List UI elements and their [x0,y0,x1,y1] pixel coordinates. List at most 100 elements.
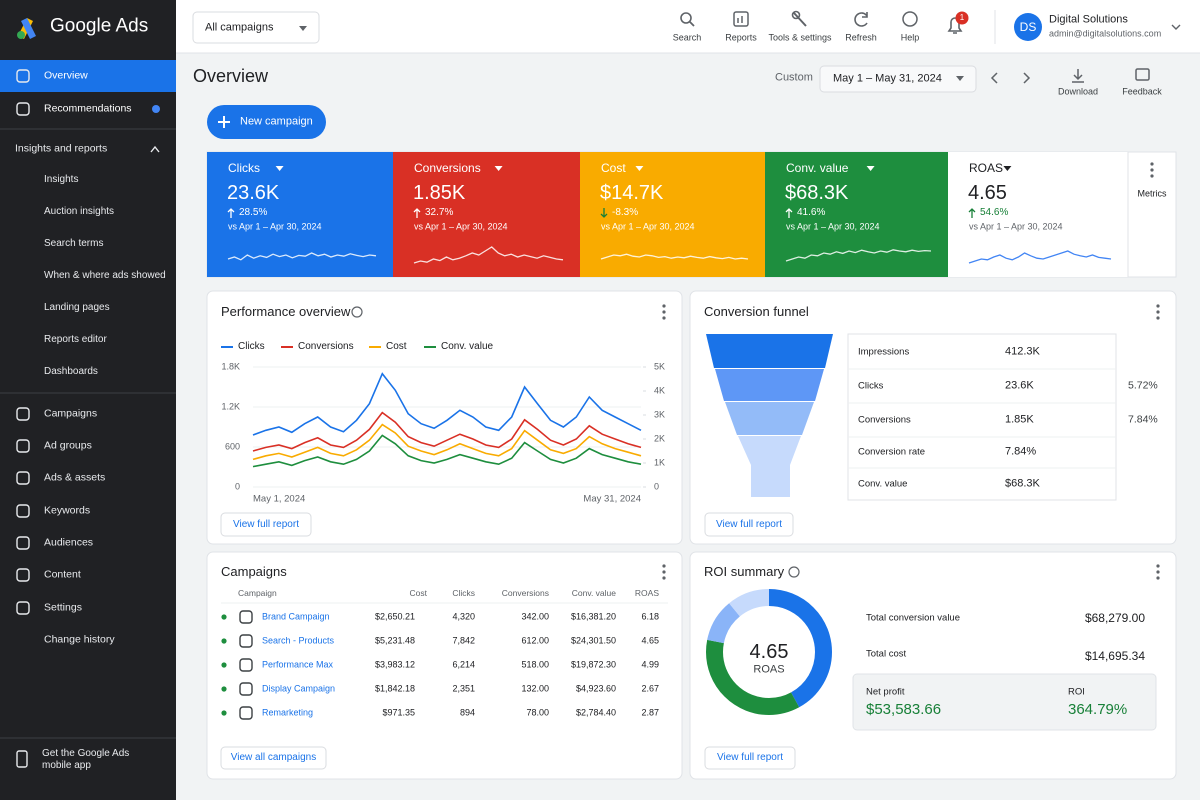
legend-entry[interactable]: Conv. value [441,341,494,352]
action-label[interactable]: Feedback [1122,86,1162,97]
nav-subitem[interactable]: When & where ads showed [44,270,166,281]
funnel-value: 1.85K [1005,413,1034,426]
scope-dropdown[interactable] [192,11,320,44]
column-header: ROAS [634,587,659,598]
campaign-link[interactable]: Brand Campaign [262,611,330,622]
more-menu[interactable] [1150,168,1154,172]
kpi-card[interactable] [765,152,948,277]
campaign-link[interactable]: Performance Max [262,659,334,670]
cell: 894 [459,707,475,718]
action-label[interactable]: Download [1057,86,1099,97]
nav-subitem[interactable]: Insights [44,174,79,185]
tool-icon [793,12,807,27]
kpi-label[interactable]: Clicks [228,160,260,175]
button-label[interactable]: View full report [717,752,783,763]
more-menu[interactable] [1156,310,1160,314]
campaign-link[interactable]: Display Campaign [262,683,336,694]
nav-subitem[interactable]: Dashboards [44,366,98,377]
nav-item[interactable]: Campaigns [44,407,98,420]
nav-item[interactable]: Overview [44,69,88,82]
nav-icon [16,601,30,615]
mobile-app-link[interactable]: Get the Google Ads mobile app [42,748,130,771]
tool-label[interactable]: Tools & settings [768,32,832,43]
date-dropdown[interactable] [819,65,977,93]
button-label[interactable]: New campaign [240,115,313,128]
more-menu[interactable] [1156,570,1160,574]
button[interactable] [220,746,327,770]
roas-value: 4.65 [749,641,789,663]
button-label[interactable]: View all campaigns [230,752,317,763]
nav-subitem[interactable]: Reports editor [44,334,107,345]
nav-item[interactable]: Content [44,568,81,581]
kpi-card[interactable] [393,152,580,277]
legend-entry[interactable]: Conversions [298,341,354,352]
kpi-label[interactable]: Conversions [414,160,481,175]
nav-subitem[interactable]: Search terms [44,238,104,249]
nav-subitem[interactable]: Auction insights [44,206,115,217]
tool-label[interactable]: Refresh [845,32,877,43]
funnel-rate: 7.84% [1128,413,1158,426]
more-menu [1156,576,1160,580]
nav-item[interactable]: Audiences [44,536,94,549]
button-label[interactable]: View full report [716,518,782,530]
new-campaign-button[interactable] [207,105,326,139]
nav-subitem[interactable]: Landing pages [44,302,110,313]
scope-label[interactable]: All campaigns [205,21,274,34]
dropdown-arrow [1003,166,1012,171]
panel-title: Performance overview [221,304,351,320]
tool-label[interactable]: Help [900,32,920,43]
summary-value: $14,695.34 [1084,648,1145,663]
date-range[interactable]: May 1 – May 31, 2024 [833,72,942,85]
more-menu[interactable] [662,310,666,314]
kpi-comparison: vs Apr 1 – Apr 30, 2024 [228,221,322,232]
metrics-label[interactable]: Metrics [1137,188,1167,199]
campaign-link[interactable]: Search - Products [262,635,335,646]
campaign-link[interactable]: Remarketing [262,707,314,718]
nav-item[interactable]: Keywords [44,504,91,517]
sparkline [785,249,932,262]
chevron[interactable] [1171,24,1181,30]
prev-arrow[interactable] [990,72,998,84]
avatar[interactable] [1014,13,1042,41]
y2-tick-label: 5K [654,361,666,372]
campaigns-panel [206,551,683,780]
feedback-icon[interactable] [1135,68,1150,81]
more-menu [1156,564,1160,568]
button[interactable] [220,512,312,537]
nav-item[interactable]: Ads & assets [44,471,106,484]
nav-item[interactable]: Change history [44,633,115,646]
cell: 4.99 [641,659,659,670]
account-name: Digital Solutions [1049,13,1128,26]
column-header: Campaign [238,587,277,598]
status-dot [221,686,227,692]
legend-entry[interactable]: Cost [386,341,407,352]
dropdown-arrow [494,166,503,171]
summary-label: Total cost [866,648,907,660]
button[interactable] [704,746,796,770]
button-label[interactable]: View full report [233,518,299,530]
next-arrow[interactable] [1023,72,1031,84]
kpi-card[interactable] [948,152,1128,277]
tool-label[interactable]: Search [672,32,702,43]
nav-section[interactable]: Insights and reports [15,142,108,155]
status-dot [221,614,227,620]
kpi-value: 23.6K [227,182,280,204]
nav-item[interactable]: Settings [44,601,82,614]
summary-label: Total conversion value [866,612,960,624]
nav-item[interactable]: Ad groups [44,439,92,452]
more-menu[interactable] [662,570,666,574]
cell: 2.67 [641,683,659,694]
kpi-label[interactable]: Conv. value [786,160,849,175]
button[interactable] [704,512,794,537]
nav-item[interactable]: Recommendations [44,102,132,115]
campaign-icon [239,634,253,648]
funnel-value: 412.3K [1005,345,1040,358]
more-menu [662,564,666,568]
tool-label[interactable]: Reports [725,32,757,43]
kpi-label[interactable]: ROAS [969,160,1004,175]
download-icon[interactable] [1072,69,1084,83]
kpi-label[interactable]: Cost [601,160,626,175]
legend-entry[interactable]: Clicks [238,341,265,352]
cell: 6.18 [641,611,659,622]
